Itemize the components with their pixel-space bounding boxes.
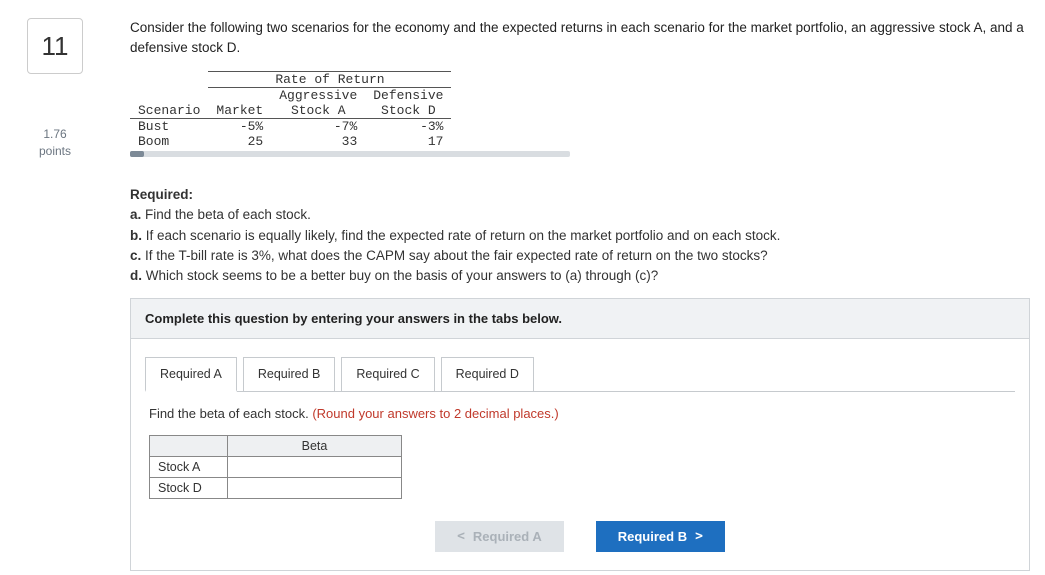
row-bust-stockD: -3% — [365, 119, 451, 135]
row-boom-market: 25 — [208, 134, 271, 149]
beta-input-table: Beta Stock A Stock D — [149, 435, 402, 499]
row-boom-stockA: 33 — [271, 134, 365, 149]
points-value: 1.76 — [0, 126, 110, 143]
required-heading: Required: — [130, 185, 1030, 205]
beta-input-stockD[interactable] — [228, 478, 401, 498]
question-number-box: 11 — [27, 18, 83, 74]
col-market-l1 — [208, 88, 271, 104]
nav-row: < Required A Required B > — [131, 521, 1029, 552]
question-number: 11 — [42, 31, 69, 62]
col-stockA-l1: Aggressive — [271, 88, 365, 104]
beta-column-header: Beta — [228, 436, 402, 457]
panel-lead: Find the beta of each stock. — [149, 406, 312, 421]
required-item-d: d. Which stock seems to be a better buy … — [130, 266, 1030, 286]
tab-required-a[interactable]: Required A — [145, 357, 237, 392]
beta-input-stockA[interactable] — [228, 457, 401, 477]
col-stockA-l2: Stock A — [271, 103, 365, 119]
prev-tab-button: < Required A — [435, 521, 564, 552]
next-tab-label: Required B — [618, 529, 687, 544]
scrollbar-thumb[interactable] — [130, 151, 144, 157]
table-group-header: Rate of Return — [208, 72, 451, 88]
beta-row-stockA-label: Stock A — [150, 457, 228, 478]
panel-instruction: Find the beta of each stock. (Round your… — [149, 406, 1011, 421]
table-scrollbar[interactable] — [130, 151, 570, 157]
row-bust-stockA: -7% — [271, 119, 365, 135]
instruction-bar: Complete this question by entering your … — [130, 298, 1030, 338]
points-label: points — [0, 143, 110, 160]
row-boom-stockD: 17 — [365, 134, 451, 149]
row-bust-scenario: Bust — [130, 119, 208, 135]
tab-required-b[interactable]: Required B — [243, 357, 336, 392]
panel-note: (Round your answers to 2 decimal places.… — [312, 406, 558, 421]
col-stockD-l1: Defensive — [365, 88, 451, 104]
main-column: Consider the following two scenarios for… — [130, 18, 1030, 571]
beta-row-stockD-label: Stock D — [150, 478, 228, 499]
rate-of-return-table: Rate of Return Aggressive Defensive Scen… — [130, 71, 451, 149]
question-meta: 11 1.76 points — [0, 10, 110, 160]
tab-required-c[interactable]: Required C — [341, 357, 434, 392]
answer-workspace: Required A Required B Required C Require… — [130, 338, 1030, 571]
col-market: Market — [208, 103, 271, 119]
required-item-c: c. If the T-bill rate is 3%, what does t… — [130, 246, 1030, 266]
row-bust-market: -5% — [208, 119, 271, 135]
question-prompt: Consider the following two scenarios for… — [130, 18, 1030, 57]
col-stockD-l2: Stock D — [365, 103, 451, 119]
required-block: Required: a. Find the beta of each stock… — [130, 185, 1030, 286]
points-block: 1.76 points — [0, 126, 110, 160]
col-scenario: Scenario — [130, 103, 208, 119]
tab-required-d[interactable]: Required D — [441, 357, 534, 392]
row-boom-scenario: Boom — [130, 134, 208, 149]
next-tab-button[interactable]: Required B > — [596, 521, 725, 552]
chevron-right-icon: > — [695, 529, 703, 544]
beta-table-corner — [150, 436, 228, 457]
chevron-left-icon: < — [457, 529, 465, 544]
required-item-a: a. Find the beta of each stock. — [130, 205, 1030, 225]
tabs-row: Required A Required B Required C Require… — [131, 339, 1029, 392]
prev-tab-label: Required A — [473, 529, 542, 544]
tab-panel-a: Find the beta of each stock. (Round your… — [145, 391, 1015, 503]
required-item-b: b. If each scenario is equally likely, f… — [130, 226, 1030, 246]
